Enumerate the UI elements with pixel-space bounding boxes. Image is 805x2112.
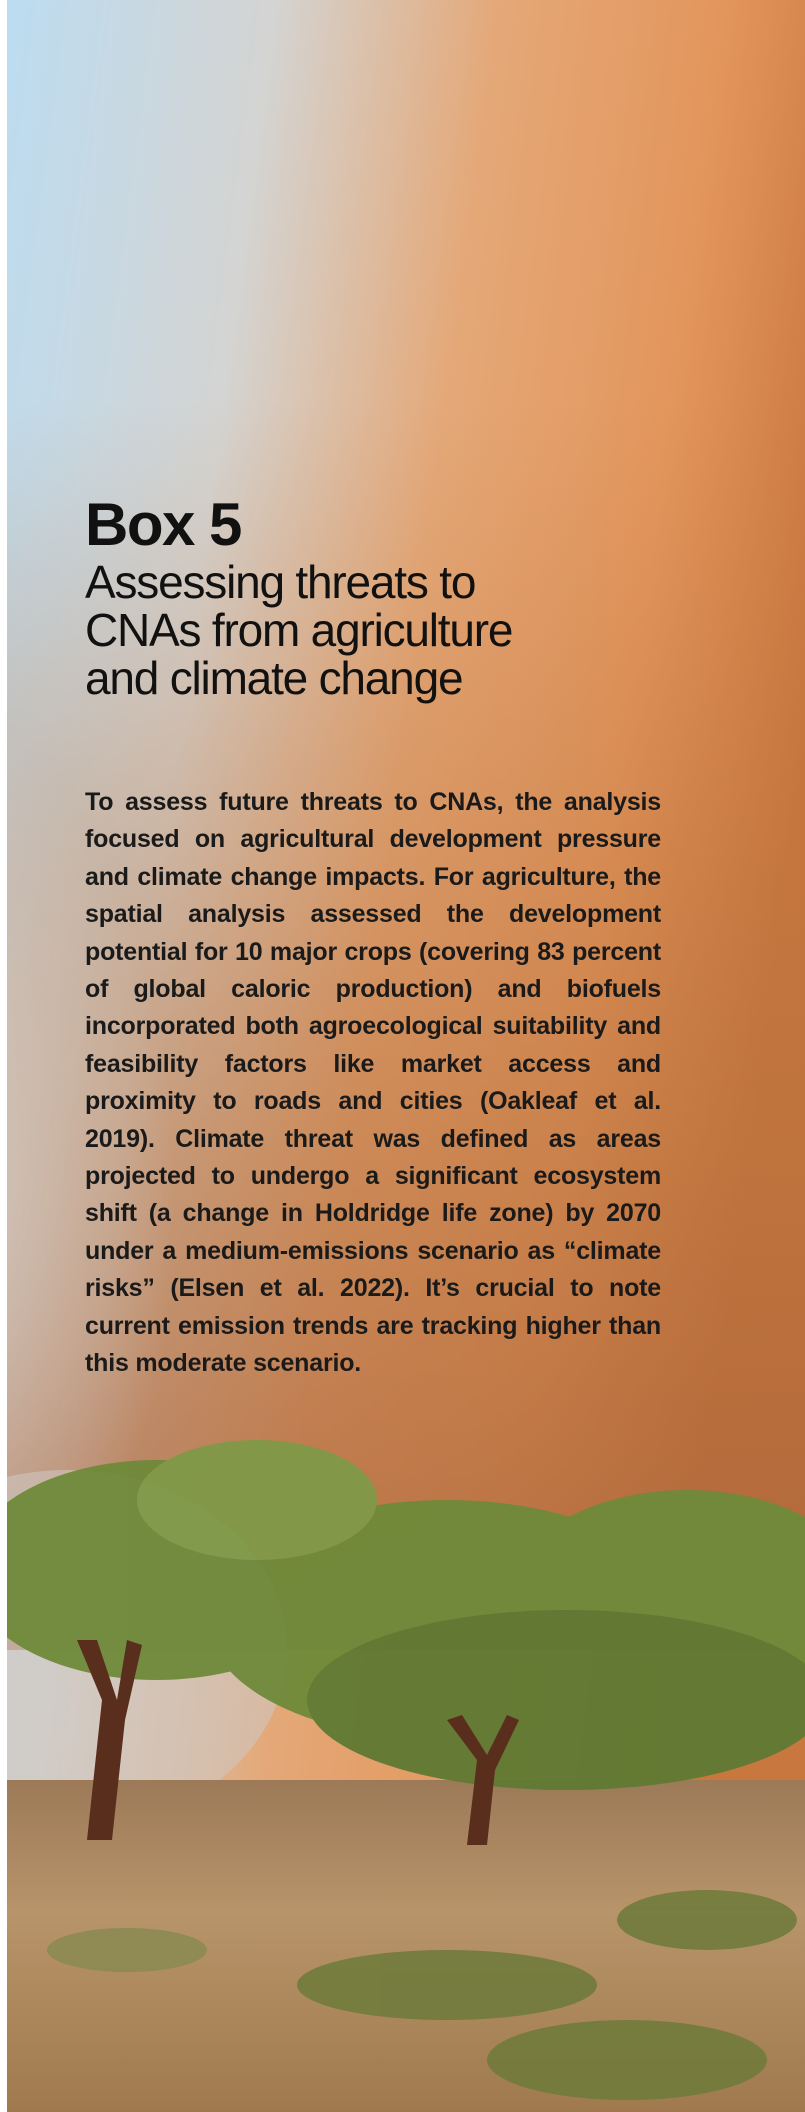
body-text: To assess future threats to CNAs, the an…: [85, 784, 661, 1383]
box-title: Box 5: [85, 495, 241, 555]
box-subtitle: Assessing threats to CNAs from agricultu…: [85, 558, 565, 702]
page: Box 5 Assessing threats to CNAs from agr…: [0, 0, 805, 2112]
